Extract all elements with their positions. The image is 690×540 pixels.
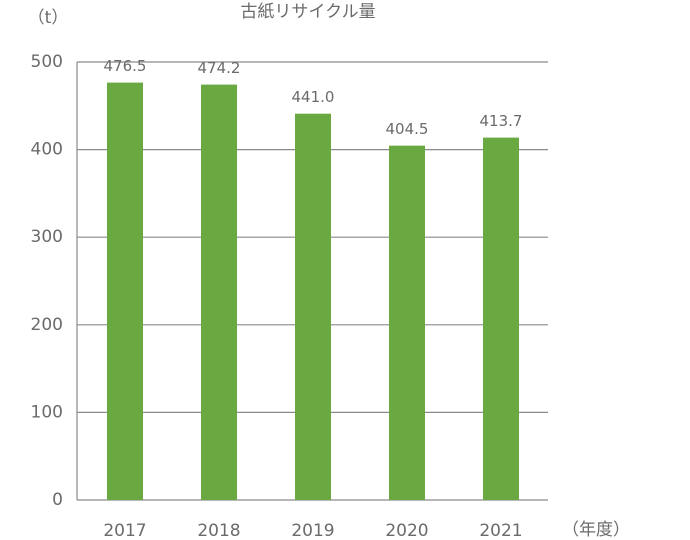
x-tick-label: 2020 xyxy=(385,521,428,540)
x-tick-label: 2019 xyxy=(291,521,334,540)
y-tick-label: 300 xyxy=(31,227,63,247)
value-label: 474.2 xyxy=(198,59,241,77)
bar xyxy=(295,113,331,501)
x-tick-label: 2021 xyxy=(479,521,522,540)
bar xyxy=(201,84,237,500)
value-label: 413.7 xyxy=(480,112,523,130)
value-label: 441.0 xyxy=(292,88,335,106)
bar xyxy=(107,82,143,500)
y-tick-label: 400 xyxy=(31,140,63,160)
x-axis-label: （年度） xyxy=(562,520,630,540)
y-tick-label: 200 xyxy=(31,315,63,335)
chart-title: 古紙リサイクル量 xyxy=(240,2,375,22)
x-tick-label: 2018 xyxy=(197,521,240,540)
value-label: 476.5 xyxy=(104,57,147,75)
value-label: 404.5 xyxy=(386,120,429,138)
y-tick-label: 0 xyxy=(52,490,63,510)
bar xyxy=(483,137,519,500)
y-axis-label: （t） xyxy=(28,8,69,28)
y-tick-label: 500 xyxy=(31,52,63,72)
y-tick-label: 100 xyxy=(31,402,63,422)
x-tick-label: 2017 xyxy=(103,521,146,540)
bar xyxy=(389,145,425,500)
